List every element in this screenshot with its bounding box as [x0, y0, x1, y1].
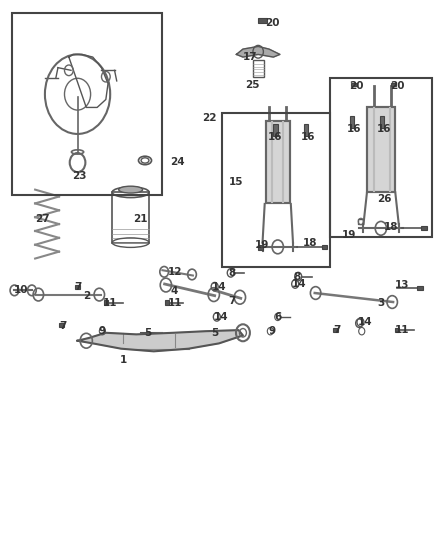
Text: 23: 23: [72, 172, 87, 181]
Text: 17: 17: [243, 52, 258, 62]
Text: 7: 7: [59, 321, 67, 331]
Text: 20: 20: [265, 18, 279, 28]
Text: 19: 19: [342, 230, 356, 240]
Bar: [273, 124, 278, 135]
Text: 14: 14: [214, 312, 228, 322]
Text: 6: 6: [275, 312, 282, 322]
Bar: [330, 78, 432, 237]
Text: 9: 9: [268, 326, 276, 336]
Text: 12: 12: [168, 267, 182, 277]
Text: 1: 1: [120, 356, 127, 365]
Bar: [12, 13, 162, 195]
Text: 7: 7: [74, 281, 82, 292]
Text: 16: 16: [377, 124, 392, 134]
Bar: [417, 286, 423, 290]
Text: 22: 22: [202, 113, 217, 123]
Bar: [59, 323, 64, 327]
Bar: [380, 116, 385, 127]
Polygon shape: [78, 330, 243, 351]
Bar: [113, 192, 149, 243]
Bar: [367, 108, 395, 192]
Polygon shape: [237, 46, 280, 57]
Text: 7: 7: [333, 325, 341, 335]
Bar: [322, 245, 327, 249]
Bar: [258, 18, 267, 22]
Bar: [266, 120, 290, 203]
Bar: [104, 301, 109, 305]
Text: 11: 11: [394, 325, 409, 335]
Text: 14: 14: [292, 279, 307, 289]
Text: 11: 11: [168, 297, 183, 308]
Bar: [223, 113, 330, 266]
Text: 16: 16: [301, 132, 315, 142]
Bar: [333, 328, 338, 332]
Text: 13: 13: [394, 280, 409, 290]
Text: 3: 3: [377, 297, 384, 308]
Text: 15: 15: [229, 176, 243, 187]
Bar: [351, 83, 357, 86]
Text: 27: 27: [35, 214, 50, 224]
Bar: [358, 219, 364, 224]
Bar: [391, 83, 396, 86]
Bar: [74, 285, 80, 289]
Text: 2: 2: [83, 290, 91, 301]
Text: 21: 21: [133, 214, 148, 224]
Text: 14: 14: [357, 317, 372, 327]
Text: 8: 8: [294, 272, 301, 282]
Bar: [350, 116, 354, 127]
Bar: [421, 226, 427, 230]
Bar: [258, 245, 262, 249]
Text: 10: 10: [14, 285, 28, 295]
Text: 24: 24: [170, 157, 185, 166]
Text: 16: 16: [268, 132, 282, 142]
Text: 11: 11: [103, 297, 117, 308]
Text: 18: 18: [303, 238, 318, 248]
Text: 20: 20: [390, 81, 405, 91]
Text: 26: 26: [377, 193, 392, 204]
Text: 25: 25: [245, 79, 260, 90]
Bar: [395, 328, 399, 332]
Text: 20: 20: [350, 81, 364, 91]
Text: 5: 5: [144, 328, 152, 338]
Text: 18: 18: [384, 222, 398, 232]
Text: 7: 7: [229, 296, 236, 306]
Bar: [266, 120, 290, 203]
Text: 19: 19: [254, 240, 269, 251]
Text: 9: 9: [99, 326, 106, 336]
Ellipse shape: [119, 186, 143, 193]
Text: 4: 4: [170, 286, 178, 296]
Bar: [304, 124, 308, 135]
Bar: [253, 60, 264, 77]
Text: 5: 5: [212, 328, 219, 338]
Text: 8: 8: [229, 269, 236, 278]
Text: 16: 16: [346, 124, 361, 134]
Text: 14: 14: [212, 281, 226, 292]
Bar: [367, 108, 395, 192]
Bar: [165, 301, 170, 305]
